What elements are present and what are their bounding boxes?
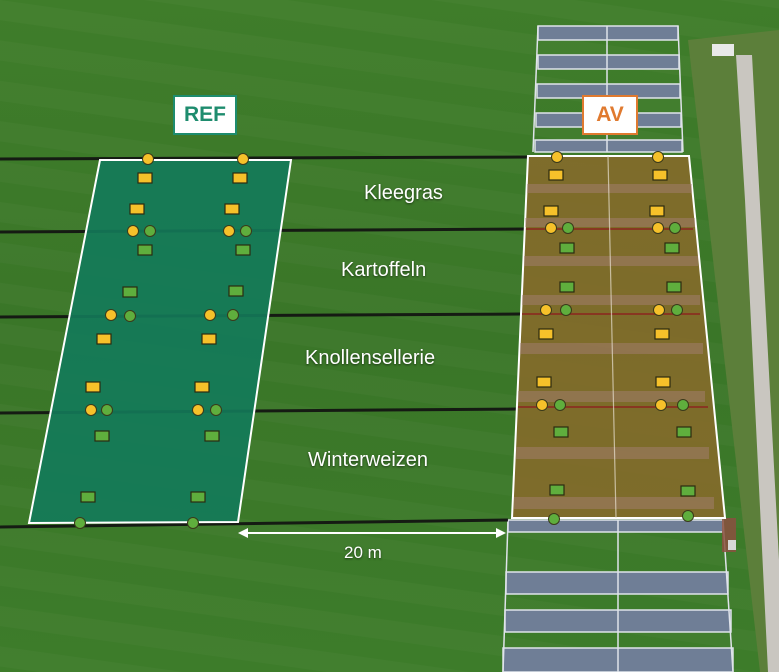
green-sensor-box (80, 491, 96, 503)
crop-label-kleegras: Kleegras (364, 182, 443, 204)
av-plot-label: AV (582, 95, 638, 135)
yellow-sensor-dot (551, 151, 563, 163)
green-sensor-dot (677, 399, 689, 411)
equipment-cluster (722, 518, 736, 552)
yellow-sensor-box (536, 376, 552, 388)
road-sign (712, 44, 734, 56)
yellow-sensor-dot (536, 399, 548, 411)
green-sensor-dot (74, 517, 86, 529)
yellow-sensor-dot (653, 304, 665, 316)
green-sensor-box (676, 426, 692, 438)
solar-panel-array-bottom (502, 519, 734, 672)
green-sensor-box (559, 281, 575, 293)
yellow-sensor-dot (223, 225, 235, 237)
yellow-sensor-dot (85, 404, 97, 416)
green-sensor-dot (548, 513, 560, 525)
yellow-sensor-box (655, 376, 671, 388)
green-sensor-box (94, 430, 110, 442)
green-sensor-dot (240, 225, 252, 237)
green-sensor-box (553, 426, 569, 438)
green-sensor-dot (554, 399, 566, 411)
yellow-sensor-box (232, 172, 248, 184)
green-sensor-box (680, 485, 696, 497)
green-sensor-dot (101, 404, 113, 416)
green-sensor-dot (560, 304, 572, 316)
green-sensor-box (190, 491, 206, 503)
yellow-sensor-box (201, 333, 217, 345)
yellow-sensor-box (649, 205, 665, 217)
yellow-sensor-box (538, 328, 554, 340)
green-sensor-dot (124, 310, 136, 322)
green-sensor-box (549, 484, 565, 496)
green-sensor-box (228, 285, 244, 297)
gravel-road (736, 55, 779, 672)
sensor-markers (74, 151, 696, 529)
yellow-sensor-box (129, 203, 145, 215)
yellow-sensor-box (96, 333, 112, 345)
crop-label-winterweizen: Winterweizen (308, 449, 429, 471)
yellow-sensor-box (652, 169, 668, 181)
yellow-sensor-dot (652, 151, 664, 163)
green-sensor-box (122, 286, 138, 298)
yellow-sensor-dot (204, 309, 216, 321)
yellow-sensor-box (654, 328, 670, 340)
yellow-sensor-box (543, 205, 559, 217)
green-sensor-dot (144, 225, 156, 237)
green-sensor-dot (671, 304, 683, 316)
yellow-sensor-dot (652, 222, 664, 234)
yellow-sensor-box (85, 381, 101, 393)
green-sensor-dot (187, 517, 199, 529)
crop-label-kartoffeln: Kartoffeln (341, 259, 427, 281)
yellow-sensor-dot (142, 153, 154, 165)
crop-label-knollensellerie: Knollensellerie (305, 347, 436, 369)
yellow-sensor-dot (105, 309, 117, 321)
yellow-sensor-box (194, 381, 210, 393)
green-sensor-box (664, 242, 680, 254)
yellow-sensor-dot (545, 222, 557, 234)
green-sensor-box (559, 242, 575, 254)
yellow-sensor-dot (127, 225, 139, 237)
yellow-sensor-box (137, 172, 153, 184)
green-sensor-dot (669, 222, 681, 234)
scale-label: 20 m (344, 543, 382, 562)
yellow-sensor-box (224, 203, 240, 215)
ref-plot-label: REF (173, 95, 237, 135)
green-sensor-dot (210, 404, 222, 416)
green-sensor-dot (227, 309, 239, 321)
yellow-sensor-dot (655, 399, 667, 411)
yellow-sensor-box (548, 169, 564, 181)
scale-arrow (238, 528, 506, 538)
green-sensor-box (666, 281, 682, 293)
green-sensor-box (204, 430, 220, 442)
green-sensor-box (235, 244, 251, 256)
green-sensor-dot (682, 510, 694, 522)
yellow-sensor-dot (192, 404, 204, 416)
yellow-sensor-dot (237, 153, 249, 165)
green-sensor-box (137, 244, 153, 256)
green-sensor-dot (562, 222, 574, 234)
yellow-sensor-dot (540, 304, 552, 316)
